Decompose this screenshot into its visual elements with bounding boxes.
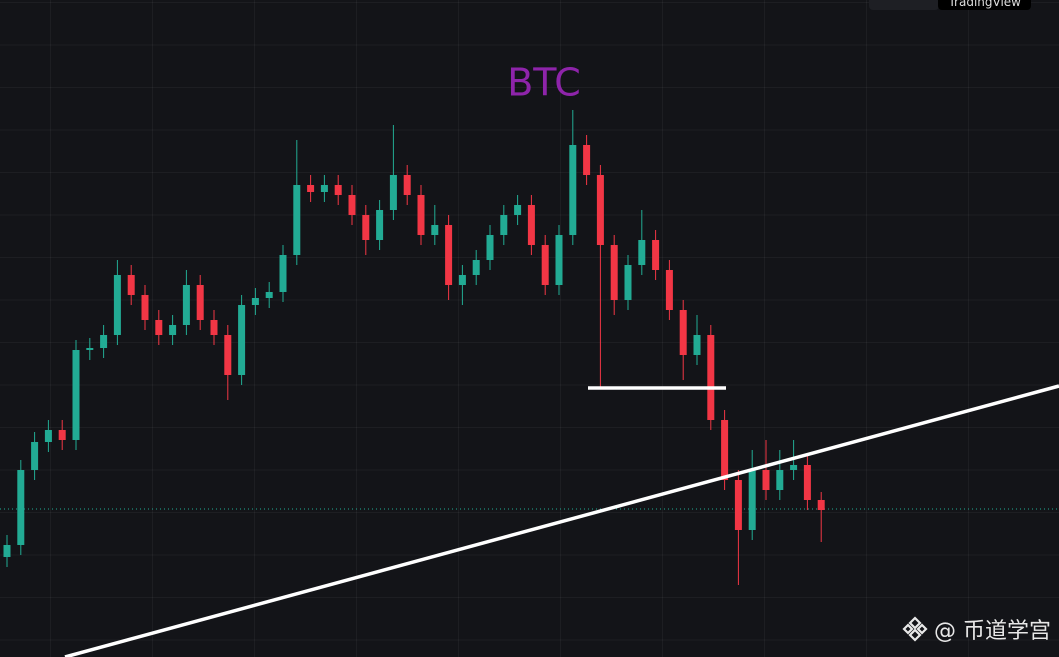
watermark-text: @ 币道学宫 xyxy=(934,619,1051,644)
candle-body xyxy=(458,275,466,285)
candle-body xyxy=(665,270,673,310)
chart-title: BTC xyxy=(507,61,581,105)
candle-body xyxy=(431,225,439,235)
candles xyxy=(3,110,825,585)
candle-body xyxy=(734,480,742,530)
candle-body xyxy=(251,298,259,305)
candle-body xyxy=(721,420,729,480)
toolbar-button[interactable] xyxy=(869,0,939,10)
candle-body xyxy=(307,185,315,192)
candle-body xyxy=(817,500,825,510)
candle-body xyxy=(417,195,425,235)
trend-line xyxy=(64,384,1059,657)
candle-body xyxy=(610,245,618,300)
logo xyxy=(902,616,928,642)
candle-body xyxy=(17,470,25,545)
candle-body xyxy=(679,310,687,355)
candle-body xyxy=(334,185,342,195)
candle-body xyxy=(141,295,149,320)
candle-body xyxy=(389,175,397,210)
candle-body xyxy=(362,215,370,240)
candle-body xyxy=(3,545,11,557)
candle-body xyxy=(748,470,756,530)
candle-body xyxy=(155,320,163,335)
candle-body xyxy=(293,185,301,255)
candle-body xyxy=(265,292,273,298)
candle-body xyxy=(693,335,701,355)
candle-body xyxy=(403,175,411,195)
candle-body xyxy=(196,285,204,320)
candle-body xyxy=(514,205,522,215)
candle-body xyxy=(376,210,384,240)
candle-body xyxy=(224,335,232,375)
candle-body xyxy=(279,255,287,292)
candle-body xyxy=(182,285,190,325)
candle-body xyxy=(652,240,660,270)
toolbar-button[interactable]: TradingView xyxy=(938,0,1031,10)
candle-body xyxy=(790,465,798,470)
candle-body xyxy=(583,145,591,175)
candle-body xyxy=(100,335,108,348)
candle-body xyxy=(486,235,494,260)
candle-body xyxy=(31,442,39,470)
candle-body xyxy=(527,205,535,245)
candle-body xyxy=(541,245,549,285)
candle-body xyxy=(169,325,177,335)
candle-body xyxy=(58,430,66,440)
candle-body xyxy=(348,195,356,215)
candle-body xyxy=(762,470,770,490)
candle-body xyxy=(500,215,508,235)
candle-body xyxy=(44,430,52,442)
candle-body xyxy=(72,350,80,440)
candle-body xyxy=(113,275,121,335)
candle-body xyxy=(596,175,604,245)
candle-body xyxy=(210,320,218,335)
candle-body xyxy=(638,240,646,265)
candle-body xyxy=(86,348,94,350)
candle-body xyxy=(555,235,563,285)
candle-body xyxy=(127,275,135,295)
candle-body xyxy=(569,145,577,235)
candle-body xyxy=(238,305,246,375)
candle-body xyxy=(776,470,784,490)
candle-body xyxy=(803,465,811,500)
candle-body xyxy=(624,265,632,300)
candle-body xyxy=(472,260,480,275)
watermark: @ 币道学宫 xyxy=(902,613,1051,645)
candle-body xyxy=(707,335,715,420)
candle-body xyxy=(320,185,328,192)
candle-body xyxy=(445,225,453,285)
